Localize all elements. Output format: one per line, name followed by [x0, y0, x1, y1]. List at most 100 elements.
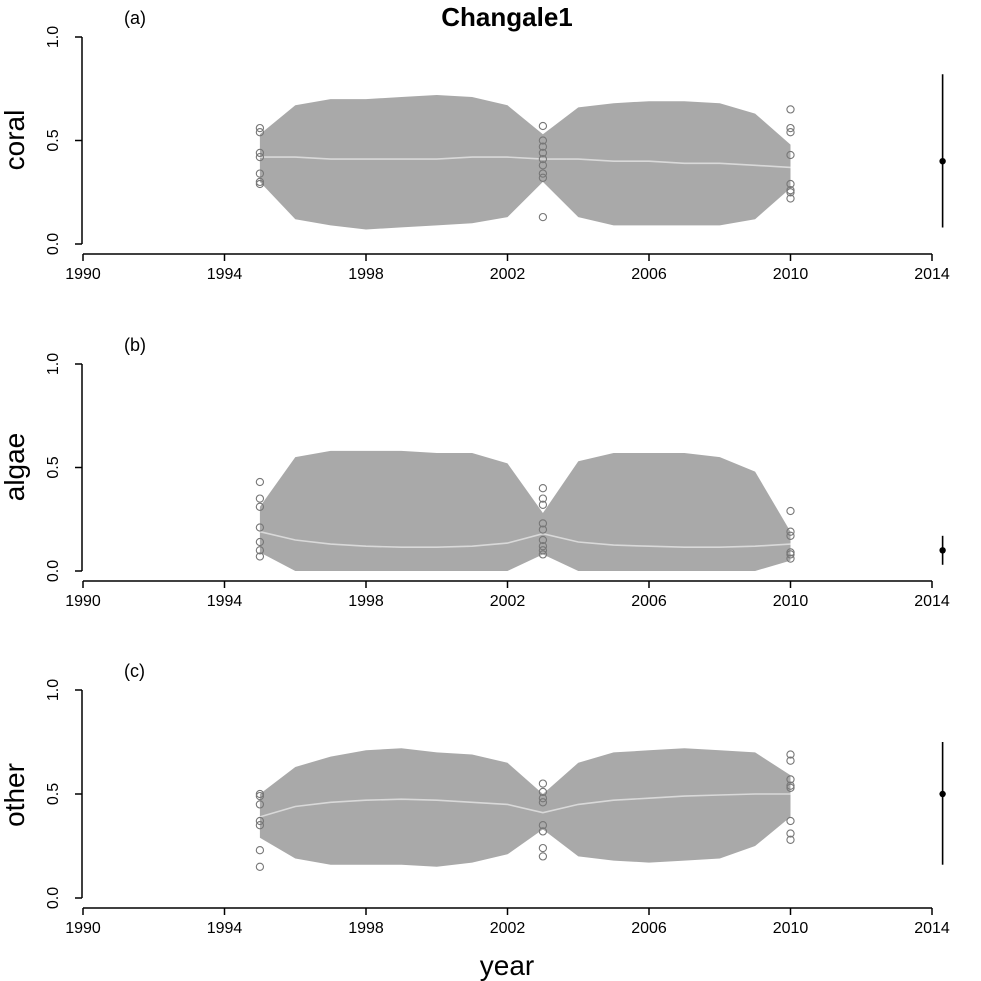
- observation-point: [538, 161, 548, 170]
- observation-point: [255, 821, 265, 830]
- observation-point: [255, 546, 265, 555]
- observation-point: [538, 794, 548, 803]
- observation-point: [786, 179, 795, 189]
- observation-point: [786, 750, 795, 759]
- x-tick-label: 2002: [490, 266, 526, 283]
- panel-label: (c): [124, 661, 145, 681]
- observation-point: [255, 800, 265, 809]
- prediction-point: [939, 547, 946, 554]
- x-tick-label: 1998: [348, 593, 384, 610]
- x-tick-label: 2002: [490, 593, 526, 610]
- observation-point: [538, 212, 548, 222]
- observation-point: [538, 169, 548, 178]
- x-axis: 1990 1994 1998 2002 2006 2010 2014: [65, 253, 950, 283]
- observation-point: [255, 552, 265, 561]
- y-axis: 0.0 0.5 1.0: [45, 353, 83, 582]
- observation-point: [255, 791, 265, 801]
- observation-point: [538, 843, 548, 853]
- x-tick-label: 2014: [914, 266, 950, 283]
- prediction-point: [939, 158, 946, 165]
- x-tick-label: 2006: [631, 920, 667, 937]
- y-tick-label: 0.0: [45, 560, 62, 582]
- x-tick-label: 1998: [348, 266, 384, 283]
- x-tick-label: 2006: [631, 266, 667, 283]
- observation-point: [538, 798, 548, 807]
- observation-point: [255, 846, 265, 855]
- observation-point: [538, 519, 548, 528]
- y-axis: 0.0 0.5 1.0: [45, 679, 83, 909]
- observation-point: [255, 123, 265, 133]
- observation-point: [786, 150, 795, 160]
- observation-point: [786, 756, 795, 765]
- observation-point: [255, 169, 265, 178]
- x-tick-label: 1994: [207, 920, 243, 937]
- observation-point: [786, 186, 795, 195]
- observation-point: [538, 484, 548, 493]
- chart-title: Changale1: [441, 2, 573, 32]
- x-tick-label: 1994: [207, 593, 243, 610]
- observation-point: [538, 173, 548, 182]
- observation-point: [786, 829, 795, 838]
- observation-point: [255, 523, 265, 532]
- y-tick-label: 1.0: [45, 353, 62, 375]
- observation-point: [255, 128, 265, 137]
- x-tick-label: 2010: [773, 920, 809, 937]
- y-axis-label: other: [0, 763, 30, 827]
- observation-point: [255, 537, 265, 547]
- observation-point: [255, 177, 265, 187]
- x-tick-label: 1990: [65, 920, 101, 937]
- uncertainty-band: [259, 450, 791, 571]
- observation-point: [538, 525, 548, 534]
- observation-point: [538, 779, 548, 788]
- panel-algae: (b) algae 1990 1994 1998 2002 2006 2010 2014 0.…: [0, 335, 950, 610]
- observation-point: [786, 105, 795, 114]
- observation-point: [786, 816, 795, 826]
- observation-point: [255, 862, 265, 871]
- x-tick-label: 2014: [914, 920, 950, 937]
- observation-point: [255, 477, 265, 487]
- x-tick-label: 2002: [490, 920, 526, 937]
- observation-point: [538, 821, 548, 830]
- observation-point: [786, 550, 795, 559]
- prediction-point: [939, 790, 946, 798]
- y-axis-label: algae: [0, 433, 30, 502]
- y-tick-label: 1.0: [45, 26, 62, 48]
- observation-point: [538, 136, 548, 145]
- panel-other: (c) other 1990 1994 1998 2002 2006 2010 2014 0.…: [0, 661, 950, 937]
- observation-point: [786, 783, 795, 792]
- x-tick-label: 1990: [65, 593, 101, 610]
- x-tick-label: 1994: [207, 266, 243, 283]
- observation-point: [538, 494, 548, 503]
- mean-line: [259, 156, 791, 169]
- observation-point: [255, 179, 265, 189]
- mean-line: [259, 530, 791, 549]
- observation-point: [786, 123, 795, 133]
- y-tick-label: 0.5: [45, 783, 62, 805]
- observation-point: [786, 128, 795, 137]
- x-tick-label: 1990: [65, 266, 101, 283]
- x-tick-label: 2010: [773, 593, 809, 610]
- observation-point: [786, 531, 795, 540]
- y-tick-label: 0.0: [45, 233, 62, 255]
- y-axis: 0.0 0.5 1.0: [45, 26, 83, 255]
- x-tick-label: 1998: [348, 920, 384, 937]
- uncertainty-band: [259, 95, 791, 230]
- observation-point: [538, 546, 548, 555]
- x-axis: 1990 1994 1998 2002 2006 2010 2014: [65, 907, 950, 937]
- observation-point: [255, 816, 265, 826]
- observation-point: [786, 835, 795, 844]
- uncertainty-band: [259, 748, 791, 867]
- x-tick-label: 2014: [914, 593, 950, 610]
- observation-point: [538, 550, 548, 559]
- panel-label: (b): [124, 335, 146, 355]
- observation-point: [255, 789, 265, 799]
- panel-coral: (a) coral 1990 1994 1998 2002 2006 2010 2014 0.…: [0, 8, 950, 283]
- observation-point: [786, 775, 795, 784]
- observation-point: [786, 554, 795, 563]
- observation-point: [786, 506, 795, 516]
- observation-point: [538, 500, 548, 509]
- x-tick-label: 2006: [631, 593, 667, 610]
- observation-point: [786, 188, 795, 197]
- y-tick-label: 0.0: [45, 887, 62, 909]
